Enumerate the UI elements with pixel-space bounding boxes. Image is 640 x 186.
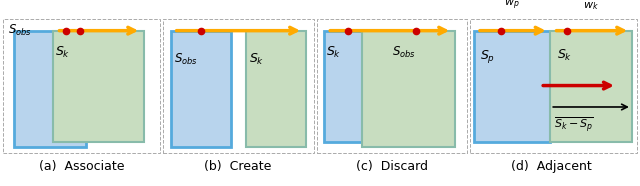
Text: $S_k$: $S_k$ bbox=[557, 48, 572, 63]
Text: (b)  Create: (b) Create bbox=[204, 160, 272, 173]
Bar bbox=[362, 31, 455, 147]
Text: $S_{obs}$: $S_{obs}$ bbox=[392, 45, 416, 60]
Bar bbox=[324, 31, 387, 142]
Text: $\overline{S_k - S_p}$: $\overline{S_k - S_p}$ bbox=[554, 116, 595, 135]
Text: $S_{obs}$: $S_{obs}$ bbox=[173, 52, 198, 67]
Text: $\overrightarrow{w_k}$: $\overrightarrow{w_k}$ bbox=[583, 0, 599, 12]
Text: $S_k$: $S_k$ bbox=[326, 45, 341, 60]
Bar bbox=[246, 31, 306, 147]
Bar bbox=[550, 31, 632, 142]
Text: (d)  Adjacent: (d) Adjacent bbox=[511, 160, 592, 173]
Text: $S_{obs}$: $S_{obs}$ bbox=[8, 23, 32, 38]
Text: (a)  Associate: (a) Associate bbox=[39, 160, 125, 173]
Text: $S_p$: $S_p$ bbox=[481, 48, 495, 65]
Bar bbox=[171, 31, 231, 147]
Bar bbox=[14, 31, 86, 147]
Text: (c)  Discard: (c) Discard bbox=[356, 160, 428, 173]
Text: $S_k$: $S_k$ bbox=[55, 45, 70, 60]
Bar bbox=[53, 31, 145, 142]
Text: $S_k$: $S_k$ bbox=[249, 52, 264, 67]
Text: $\overrightarrow{w_p}$: $\overrightarrow{w_p}$ bbox=[504, 0, 520, 12]
Bar bbox=[474, 31, 550, 142]
